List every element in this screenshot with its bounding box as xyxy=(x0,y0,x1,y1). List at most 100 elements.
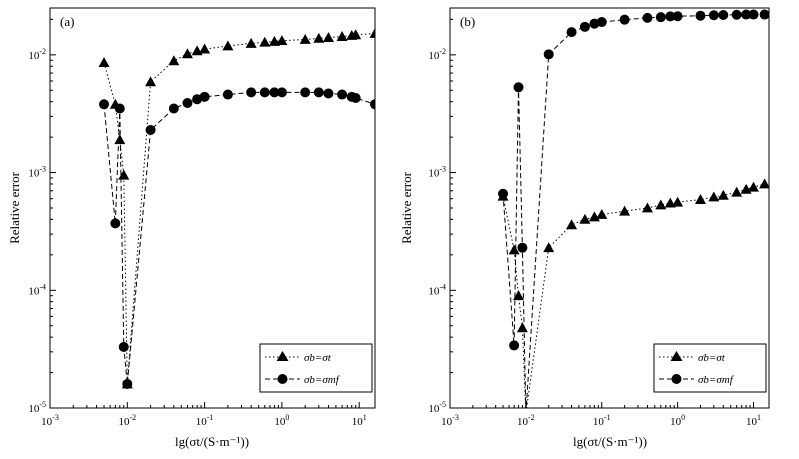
data-point-triangle xyxy=(98,57,110,67)
legend-marker-circle xyxy=(277,374,288,384)
x-tick-label: 101 xyxy=(352,413,367,428)
legend-label-t: σb=σt xyxy=(698,352,726,364)
data-point-triangle xyxy=(731,186,743,197)
data-point-triangle xyxy=(641,202,653,213)
data-point-triangle xyxy=(145,76,157,87)
data-point-triangle xyxy=(694,194,706,204)
data-point-circle xyxy=(655,12,666,23)
data-point-circle xyxy=(276,87,287,98)
data-point-triangle xyxy=(181,48,193,59)
data-point-triangle xyxy=(114,134,126,145)
panel-label: (a) xyxy=(60,14,74,29)
data-point-circle xyxy=(199,91,210,102)
x-tick-label: 10-3 xyxy=(41,413,59,428)
data-point-triangle xyxy=(168,55,180,66)
y-tick-label: 10-2 xyxy=(28,47,46,62)
data-point-circle xyxy=(246,87,257,98)
data-point-triangle xyxy=(118,169,130,180)
y-tick-label: 10-5 xyxy=(428,400,446,415)
x-tick-label: 10-1 xyxy=(593,413,611,428)
legend-box xyxy=(653,343,767,393)
data-point-circle xyxy=(269,87,280,98)
data-point-circle xyxy=(695,10,706,21)
legend-marker-circle xyxy=(671,374,682,384)
plot-area xyxy=(98,27,375,389)
legend-label-t: σb=σt xyxy=(304,352,332,364)
series-line xyxy=(103,91,375,385)
plot-area xyxy=(497,9,769,408)
data-point-triangle xyxy=(516,322,528,333)
x-tick-label: 10-1 xyxy=(196,413,214,428)
y-tick-label: 10-4 xyxy=(428,282,446,297)
data-point-circle xyxy=(543,49,554,60)
data-point-triangle xyxy=(259,36,271,47)
data-point-triangle xyxy=(322,32,334,43)
legend: σb=σt σb=σmf xyxy=(259,343,373,393)
legend-marker-triangle xyxy=(276,351,289,361)
data-point-circle xyxy=(259,87,270,98)
panel-a: (a) 10-3 10-2 10-1 100 101 10-510-410-310-2 … xyxy=(7,7,376,449)
data-point-triangle xyxy=(313,32,325,43)
data-point-circle xyxy=(748,9,759,20)
data-point-circle xyxy=(596,17,607,28)
y-tick-label: 10-2 xyxy=(428,47,446,62)
data-point-circle xyxy=(350,92,361,103)
data-point-triangle xyxy=(759,178,769,189)
data-point-circle xyxy=(300,87,311,98)
data-point-circle xyxy=(579,21,590,32)
data-point-triangle xyxy=(369,27,375,38)
x-tick-label: 10-2 xyxy=(118,413,136,428)
data-point-triangle xyxy=(276,35,288,46)
panel-label: (b) xyxy=(460,14,475,29)
data-point-circle xyxy=(672,11,683,22)
data-point-triangle xyxy=(596,209,608,219)
data-point-triangle xyxy=(543,242,555,253)
data-point-circle xyxy=(323,88,334,99)
x-tick-label: 101 xyxy=(746,413,761,428)
data-point-triangle xyxy=(717,189,729,200)
data-point-triangle xyxy=(566,219,578,230)
x-ticks: 10-3 10-2 10-1 100 101 xyxy=(441,402,761,428)
panel-b: (b) 10-3 10-2 10-1 100 101 10-510-410-310-2 … xyxy=(399,7,770,449)
data-point-circle xyxy=(509,340,520,351)
x-tick-label: 100 xyxy=(670,413,685,428)
x-ticks: 10-3 10-2 10-1 100 101 xyxy=(41,402,367,428)
legend-label-mf: σb=σmf xyxy=(304,374,341,386)
data-point-circle xyxy=(110,218,121,229)
y-ticks: 10-5 10-4 10-3 10-2 xyxy=(428,18,456,415)
data-point-circle xyxy=(731,9,742,20)
data-point-triangle xyxy=(748,181,760,192)
data-point-circle xyxy=(118,341,129,352)
data-point-circle xyxy=(370,99,375,110)
y-axis-label: Relative error xyxy=(399,171,414,243)
x-tick-label: 10-3 xyxy=(441,413,459,428)
x-tick-label: 10-2 xyxy=(517,413,535,428)
data-point-triangle xyxy=(268,35,280,46)
data-point-circle xyxy=(337,89,348,100)
y-tick-label: 10-5 xyxy=(28,400,46,415)
series-line xyxy=(103,32,375,385)
data-point-circle xyxy=(168,103,179,114)
data-point-circle xyxy=(759,9,769,20)
data-point-triangle xyxy=(199,43,211,54)
legend-label-mf: σb=σmf xyxy=(698,374,735,386)
data-point-circle xyxy=(313,87,324,98)
data-point-triangle xyxy=(299,34,311,44)
data-point-circle xyxy=(619,14,630,25)
y-tick-label: 10-4 xyxy=(28,282,46,297)
data-point-circle xyxy=(566,27,577,38)
data-point-triangle xyxy=(513,290,525,301)
data-point-circle xyxy=(99,99,110,110)
data-point-triangle xyxy=(672,196,684,207)
y-axis-label: Relative error xyxy=(7,171,22,243)
data-point-circle xyxy=(642,12,653,23)
data-point-triangle xyxy=(655,199,667,210)
data-point-circle xyxy=(222,89,233,100)
data-point-circle xyxy=(741,9,752,20)
data-point-triangle xyxy=(336,31,348,41)
y-tick-label: 10-3 xyxy=(28,165,46,180)
data-point-circle xyxy=(498,188,509,199)
data-point-triangle xyxy=(708,191,720,202)
data-point-triangle xyxy=(245,37,257,48)
